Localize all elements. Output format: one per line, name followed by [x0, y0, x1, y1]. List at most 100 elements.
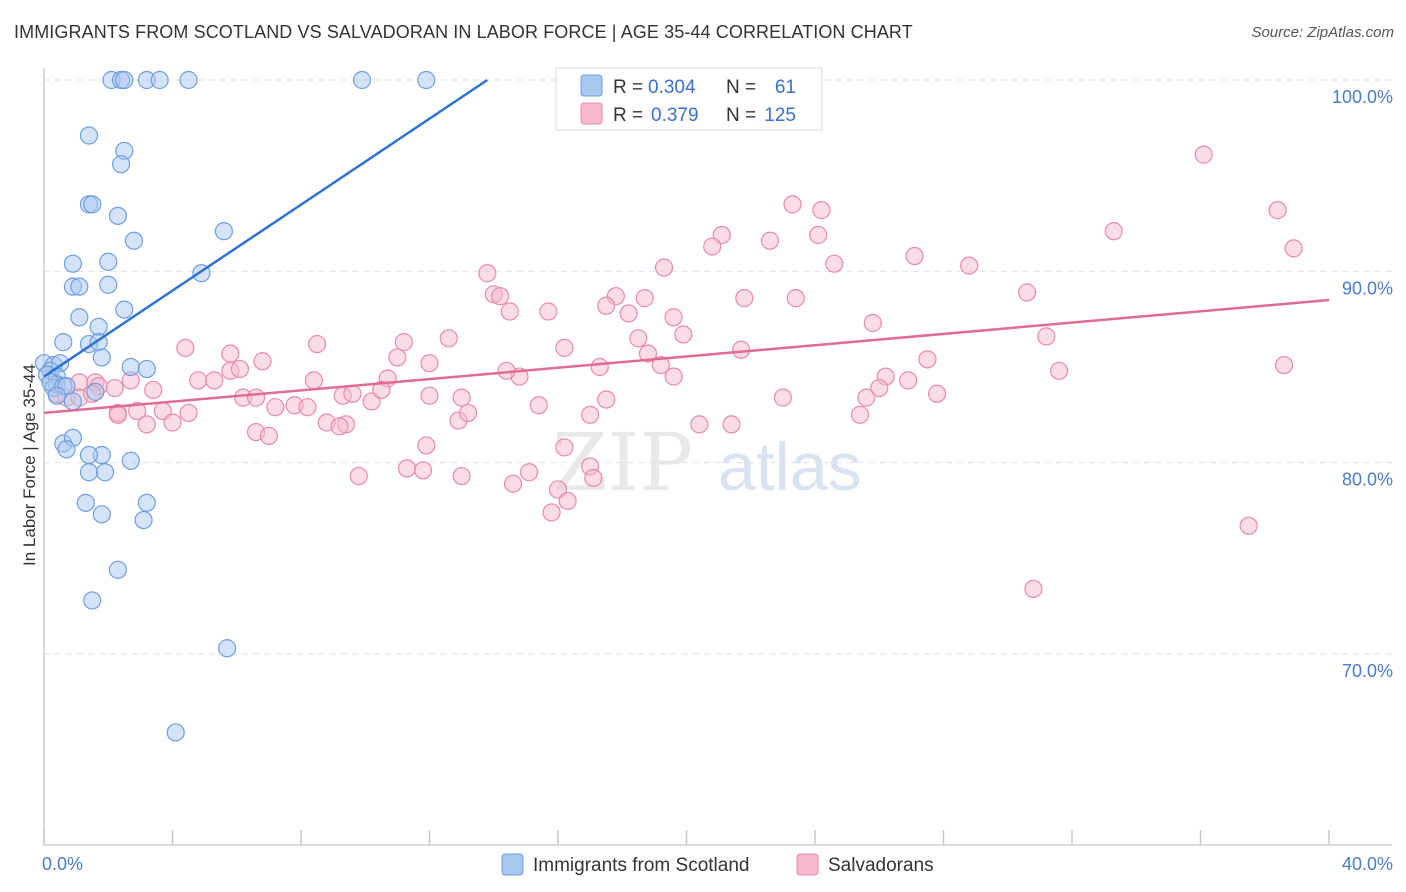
data-point: [111, 155, 131, 174]
axes: [43, 68, 1392, 846]
data-point: [809, 225, 828, 245]
data-point: [458, 403, 478, 423]
data-point: [266, 398, 285, 417]
data-point: [394, 333, 413, 352]
data-point: [581, 405, 600, 424]
legend-r-value-2: 0.379: [651, 105, 699, 126]
data-point: [735, 289, 754, 308]
data-point: [205, 371, 224, 390]
x-tick-label: 40.0%: [1342, 854, 1393, 874]
data-point: [960, 256, 979, 275]
data-point: [905, 246, 924, 266]
data-point: [330, 417, 349, 436]
data-point: [1274, 355, 1294, 375]
data-point: [259, 426, 278, 445]
legend-n-value-1: 61: [775, 77, 796, 98]
data-point: [179, 70, 198, 90]
data-point: [57, 440, 76, 459]
x-tick-label: 0.0%: [42, 854, 83, 874]
data-point: [619, 304, 638, 323]
data-point: [690, 415, 709, 434]
data-point: [773, 388, 792, 407]
legend-n-value-2: 125: [764, 105, 796, 126]
data-point: [108, 405, 127, 424]
data-point: [1037, 327, 1056, 346]
data-point: [79, 445, 99, 465]
data-point: [664, 367, 683, 386]
data-point: [349, 466, 368, 486]
data-point: [651, 355, 670, 375]
data-point: [86, 382, 105, 401]
data-point: [83, 195, 102, 214]
data-point: [597, 390, 616, 409]
data-point: [529, 396, 548, 415]
data-point: [89, 317, 108, 336]
data-point: [1239, 516, 1258, 535]
data-point: [674, 325, 693, 344]
data-point: [555, 438, 574, 457]
data-point: [786, 289, 805, 308]
data-point: [144, 380, 163, 400]
data-point: [812, 201, 831, 220]
source-label: Source: ZipAtlas.com: [1251, 24, 1394, 41]
data-point: [105, 378, 124, 398]
data-point: [452, 466, 471, 486]
data-point: [189, 371, 208, 390]
data-point: [128, 401, 147, 421]
data-point: [439, 329, 458, 348]
legend-n-label-2: N =: [726, 105, 756, 126]
data-point: [63, 254, 83, 273]
data-point: [230, 359, 250, 379]
data-point: [76, 493, 95, 512]
data-point: [413, 461, 433, 480]
data-point: [92, 505, 111, 524]
data-point: [63, 392, 83, 411]
data-point: [137, 415, 156, 434]
data-point: [214, 222, 233, 241]
data-point: [635, 289, 654, 308]
data-point: [783, 195, 802, 214]
data-point: [1104, 222, 1123, 241]
legend-swatch-scotland: [580, 74, 603, 97]
data-point: [918, 350, 937, 369]
data-point: [899, 371, 918, 390]
data-point: [542, 503, 561, 522]
data-point: [420, 354, 439, 373]
data-point: [519, 463, 539, 482]
legend-swatch-salvadorans: [580, 102, 603, 125]
data-point: [857, 388, 876, 407]
y-tick-label: 70.0%: [1342, 661, 1393, 681]
data-point: [343, 384, 362, 403]
data-point: [1284, 239, 1303, 258]
data-point: [863, 313, 882, 333]
legend: R = 0.304 N = 61 R = 0.379 N = 125: [555, 67, 823, 131]
data-point: [850, 405, 870, 424]
bottom-legend: Immigrants from Scotland Salvadorans: [501, 853, 934, 876]
data-point: [150, 70, 169, 90]
data-point: [108, 206, 127, 225]
bottom-legend-swatch-scotland: [501, 853, 524, 876]
data-point: [137, 359, 156, 379]
trend-lines: [43, 78, 1330, 415]
legend-r-value-1: 0.304: [648, 77, 696, 98]
data-point: [417, 436, 436, 455]
data-point: [79, 126, 99, 145]
data-point: [54, 333, 73, 352]
data-point: [137, 493, 156, 512]
series-salvadorans: [47, 145, 1303, 599]
data-point: [597, 296, 616, 315]
data-point: [397, 459, 417, 478]
data-point: [539, 302, 558, 321]
chart-title: IMMIGRANTS FROM SCOTLAND VS SALVADORAN I…: [14, 22, 913, 42]
data-point: [179, 403, 198, 423]
data-point: [1017, 283, 1037, 302]
data-point: [1050, 361, 1069, 380]
data-point: [584, 468, 603, 488]
data-point: [124, 231, 144, 250]
data-point: [121, 357, 140, 377]
data-point: [629, 329, 648, 348]
data-point: [304, 371, 323, 390]
series-scotland: [34, 70, 436, 742]
data-point: [420, 386, 439, 405]
legend-n-label-1: N =: [726, 77, 756, 98]
